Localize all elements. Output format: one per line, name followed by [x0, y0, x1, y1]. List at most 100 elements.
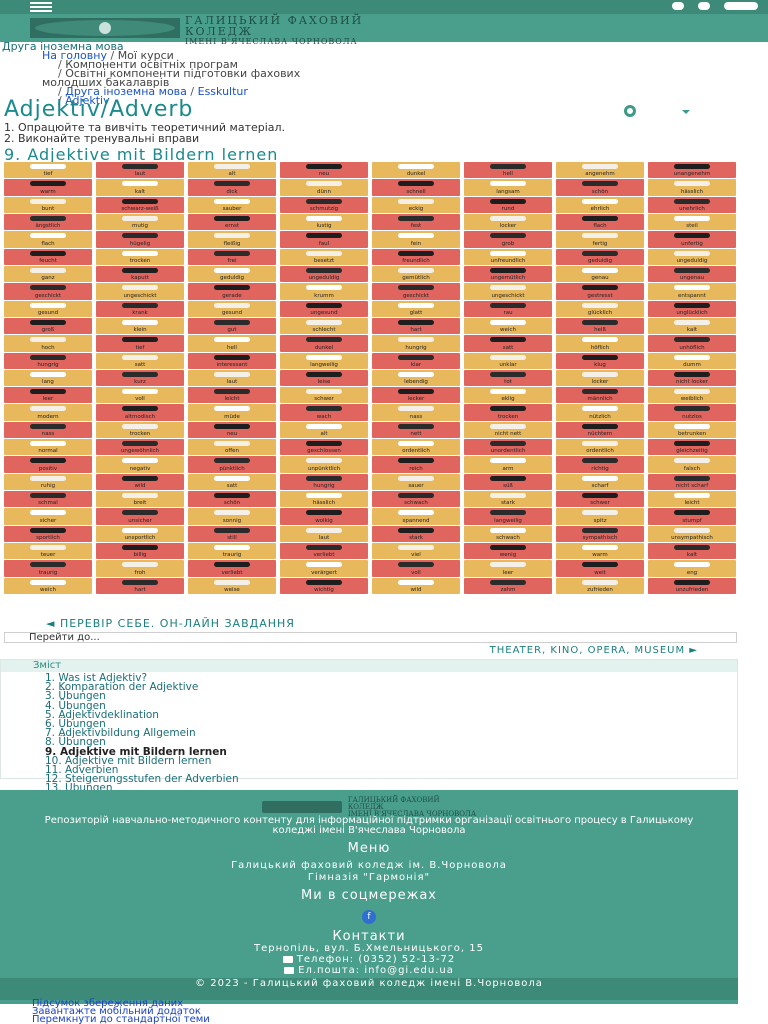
- card-illustration: [306, 579, 342, 585]
- picture-card: nicht locker: [648, 369, 736, 387]
- footer-phone: Телефон: (0352) 52-13-72: [296, 954, 456, 965]
- toc-item[interactable]: 13. Übungen: [45, 782, 113, 795]
- picture-card: steil: [648, 213, 736, 231]
- picture-card: flach: [4, 231, 92, 248]
- picture-card: geduldig: [556, 248, 644, 265]
- user-menu[interactable]: [672, 2, 758, 10]
- card-illustration: [122, 458, 158, 464]
- data-retention-link[interactable]: Підсумок збереження даних: [32, 998, 184, 1009]
- card-illustration: [30, 354, 66, 360]
- card-label: spannend: [402, 517, 430, 524]
- breadcrumb-item4[interactable]: Esskultur: [197, 85, 248, 98]
- picture-card: schnell: [372, 179, 460, 196]
- breadcrumb-home[interactable]: На головну: [42, 49, 107, 62]
- card-illustration: [306, 250, 342, 256]
- card-label: frei: [227, 257, 237, 264]
- card-label: angenehm: [585, 171, 615, 178]
- picture-card: stark: [464, 491, 552, 508]
- card-illustration: [122, 527, 158, 533]
- card-illustration: [30, 198, 66, 204]
- mobile-app-link[interactable]: Завантажте мобільний додаток: [32, 1006, 201, 1017]
- card-illustration: [214, 545, 250, 551]
- card-illustration: [214, 164, 250, 169]
- toc-item[interactable]: 4. Übungen: [45, 699, 106, 712]
- jump-to-select[interactable]: Перейти до...: [4, 632, 737, 643]
- picture-card: hungrig: [372, 335, 460, 352]
- card-label: nicht nett: [494, 431, 522, 438]
- card-label: stark: [409, 535, 423, 542]
- card-illustration: [490, 389, 526, 395]
- footer-menu-link2[interactable]: Гімназія "Гармонія": [307, 872, 431, 883]
- gear-icon[interactable]: [624, 105, 636, 117]
- messages-icon[interactable]: [698, 2, 710, 10]
- toc-item[interactable]: 12. Steigerungsstufen der Adverbien: [45, 773, 239, 786]
- card-label: schwach: [496, 535, 520, 542]
- toc-item[interactable]: 7. Adjektivbildung Allgemein: [45, 727, 196, 740]
- card-label: leise: [317, 379, 331, 386]
- picture-card: nicht nett: [464, 421, 552, 439]
- card-label: schön: [591, 188, 609, 195]
- prev-activity-link[interactable]: ◄ ПЕРЕВІР СЕБЕ. ОН-ЛАЙН ЗАВДАННЯ: [46, 617, 295, 630]
- toc-item[interactable]: 10. Adjektive mit Bildern lernen: [45, 754, 212, 767]
- breadcrumb-item2[interactable]: Освітні компоненти підготовки фахових: [65, 67, 301, 80]
- card-label: weich: [500, 327, 516, 334]
- card-illustration: [674, 337, 710, 343]
- next-activity-link[interactable]: THEATER, KINO, OPERA, MUSEUM ►: [489, 645, 698, 656]
- card-label: leicht: [224, 396, 240, 403]
- breadcrumb-my-courses[interactable]: Мої курси: [117, 49, 174, 62]
- standard-theme-link[interactable]: Перемкнути до стандартної теми: [32, 1014, 210, 1024]
- facebook-icon[interactable]: f: [362, 910, 376, 924]
- picture-card: freundlich: [372, 248, 460, 265]
- college-logo[interactable]: [30, 16, 180, 40]
- toc-item[interactable]: 11. Adverbien: [45, 764, 119, 777]
- picture-card: wild: [372, 577, 460, 594]
- card-label: leer: [42, 396, 54, 403]
- breadcrumb-item1[interactable]: Компоненти освітніх програм: [65, 58, 238, 71]
- card-illustration: [214, 181, 250, 187]
- card-label: kaputt: [131, 275, 149, 282]
- menu-icon[interactable]: [30, 2, 52, 12]
- notifications-icon[interactable]: [672, 2, 684, 10]
- card-illustration: [214, 371, 250, 377]
- card-illustration: [490, 545, 526, 551]
- card-illustration: [306, 302, 342, 308]
- breadcrumb-item3[interactable]: Друга іноземна мова: [65, 85, 187, 98]
- toc-item[interactable]: 3. Übungen: [45, 690, 106, 703]
- card-illustration: [30, 527, 66, 533]
- card-illustration: [122, 285, 158, 291]
- toc-item[interactable]: 2. Komparation der Adjektive: [45, 681, 199, 694]
- card-label: nüchtern: [587, 431, 613, 438]
- picture-card: laut: [188, 369, 276, 387]
- chevron-down-icon[interactable]: [682, 110, 690, 114]
- task-item: 1. Опрацюйте та вивчіть теоретичний мате…: [4, 121, 286, 134]
- card-illustration: [674, 441, 710, 447]
- card-label: geschickt: [34, 292, 62, 299]
- card-label: ungeduldig: [676, 257, 708, 264]
- card-illustration: [306, 233, 342, 239]
- picture-card: ganz: [4, 265, 92, 283]
- course-title[interactable]: Друга іноземна мова: [2, 40, 124, 53]
- toc-item[interactable]: 6. Übungen: [45, 718, 106, 731]
- picture-card: ängstlich: [4, 213, 92, 231]
- card-label: neu: [226, 431, 238, 438]
- picture-card: hässlich: [280, 491, 368, 508]
- toc-item[interactable]: 1. Was ist Adjektiv?: [45, 672, 148, 684]
- card-label: warm: [592, 552, 608, 559]
- card-label: klug: [594, 361, 606, 368]
- picture-card: satt: [464, 335, 552, 352]
- card-illustration: [30, 164, 66, 169]
- toc-item[interactable]: 5. Adjektivdeklination: [45, 708, 159, 721]
- toc-item[interactable]: 8. Übungen: [45, 736, 106, 749]
- picture-card: schwarz-weiß: [96, 196, 184, 213]
- card-illustration: [582, 371, 618, 377]
- footer-email[interactable]: Ел.пошта: info@gi.edu.ua: [298, 965, 454, 976]
- footer-menu-link1[interactable]: Галицький фаховий коледж ім. В.Чорновола: [231, 860, 507, 871]
- breadcrumb-item5[interactable]: Adjektiv: [65, 94, 110, 107]
- card-illustration: [122, 354, 158, 360]
- card-label: breit: [133, 500, 147, 507]
- card-label: faul: [318, 240, 330, 247]
- breadcrumb-item2b[interactable]: молодших бакалаврів: [42, 76, 170, 89]
- card-label: positiv: [38, 465, 58, 472]
- avatar[interactable]: [724, 2, 758, 10]
- picture-card: langsam: [464, 179, 552, 196]
